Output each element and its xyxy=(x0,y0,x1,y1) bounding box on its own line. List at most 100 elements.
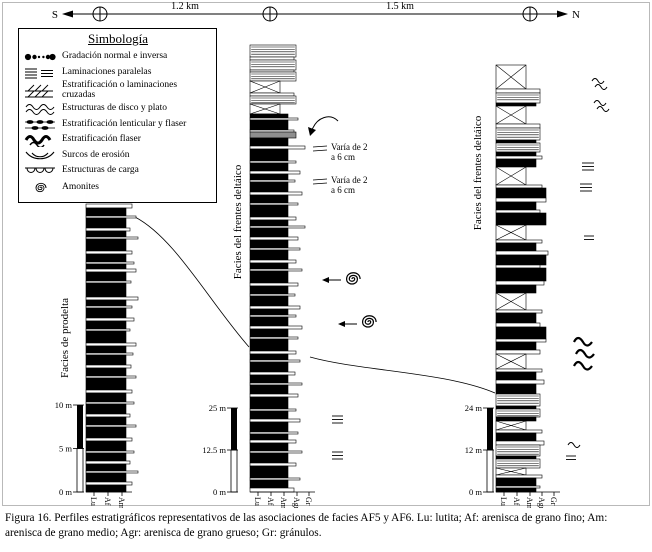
meter-ticks xyxy=(73,404,84,493)
bed xyxy=(85,227,131,232)
bed xyxy=(249,160,297,164)
dish-plate-structures-icon xyxy=(24,102,57,116)
flaser-bedding-icon xyxy=(24,133,57,148)
axis-label: Af xyxy=(512,497,521,506)
lithology-log xyxy=(85,203,139,493)
bed xyxy=(85,377,127,391)
bed xyxy=(85,342,137,347)
bed xyxy=(495,416,537,422)
facies-label: Facies de prodelta xyxy=(59,298,71,378)
legend-title: Simbología xyxy=(88,31,148,46)
bed xyxy=(85,230,127,238)
distance-label-1: 1.2 km xyxy=(171,1,199,12)
bed xyxy=(495,139,537,144)
bed xyxy=(85,238,127,252)
bed xyxy=(249,479,289,489)
meter-scale-upper xyxy=(77,405,83,449)
meter-scale-lower xyxy=(486,449,494,493)
bed xyxy=(85,463,127,472)
bed xyxy=(85,413,131,418)
bed xyxy=(249,308,289,316)
bed xyxy=(249,262,289,270)
dish-plate-symbol xyxy=(567,442,581,448)
bed xyxy=(85,299,127,307)
meter-ticks xyxy=(227,407,238,493)
bed xyxy=(249,462,297,467)
bed xyxy=(249,247,301,251)
distance-label-2: 1.5 km xyxy=(386,1,414,12)
lamination-symbol xyxy=(332,451,343,460)
scale-label: 10 m xyxy=(55,400,73,410)
ammonite-icon xyxy=(345,272,361,285)
bed xyxy=(495,151,537,157)
bed xyxy=(85,217,127,229)
lithology-log xyxy=(495,64,549,493)
bed xyxy=(495,487,537,493)
annotation-text: Varía de 2 xyxy=(331,142,367,152)
bed xyxy=(85,330,127,344)
left-arrowhead xyxy=(322,277,329,283)
north-arrowhead xyxy=(557,10,568,18)
bed xyxy=(249,202,299,206)
legend-item-label: Estratificación o laminaciones cruzadas xyxy=(62,80,178,100)
bed xyxy=(495,368,543,373)
figure-caption: Figura 16. Perfiles estratigráficos repr… xyxy=(5,512,608,539)
bed xyxy=(85,452,127,462)
bed xyxy=(249,194,289,204)
bed xyxy=(495,184,543,189)
bed xyxy=(495,197,547,203)
bed xyxy=(249,170,301,175)
grain-size-axis xyxy=(496,491,560,496)
bed xyxy=(85,389,133,394)
bed xyxy=(249,119,289,131)
bed xyxy=(85,263,127,270)
meter-scale-lower xyxy=(76,448,84,493)
axis-label: Agr xyxy=(537,497,546,508)
bed xyxy=(249,179,296,183)
legend-item-label: Estructuras de disco y plato xyxy=(62,103,168,114)
legend-item: Estratificación lenticular y flaser xyxy=(24,118,212,132)
bed xyxy=(85,460,131,465)
bed xyxy=(85,416,127,426)
legend-item: Surcos de erosión xyxy=(24,149,212,163)
bed xyxy=(249,396,289,410)
bed xyxy=(249,92,295,97)
bed xyxy=(249,219,289,227)
bed xyxy=(249,117,299,121)
cross-stratification-icon xyxy=(24,84,57,98)
annotation-leader-lines xyxy=(312,145,328,185)
bed xyxy=(495,242,537,252)
axis-label: Agr xyxy=(292,497,301,508)
bed xyxy=(249,137,289,147)
dish-plate-symbol xyxy=(591,78,608,90)
bed xyxy=(495,187,547,199)
bed xyxy=(249,69,295,73)
annotation-text: a 6 cm xyxy=(331,152,355,162)
bed xyxy=(249,371,296,376)
bed xyxy=(85,307,127,319)
bed xyxy=(85,203,133,209)
axis-label: Gr xyxy=(549,497,558,506)
legend-item-label: Amonites xyxy=(62,181,99,192)
bed xyxy=(249,113,289,119)
bed xyxy=(85,364,132,369)
bed xyxy=(85,440,127,452)
bed xyxy=(495,379,545,385)
bed xyxy=(249,282,299,287)
graded-bedding-icon xyxy=(24,50,57,64)
bed xyxy=(249,353,289,361)
legend-item: Laminaciones paralelas xyxy=(24,66,212,80)
bed xyxy=(249,131,297,139)
bed xyxy=(249,56,295,61)
bed xyxy=(495,155,543,160)
scale-label: 0 m xyxy=(59,487,72,497)
lenticular-flaser-icon xyxy=(24,118,57,132)
bed xyxy=(249,487,295,493)
dish-plate-symbol xyxy=(593,100,610,112)
bed xyxy=(495,309,543,314)
bed xyxy=(249,418,301,423)
bed xyxy=(249,325,303,330)
bed xyxy=(495,280,545,286)
legend-item-label: Laminaciones paralelas xyxy=(62,66,152,77)
meter-ticks xyxy=(483,407,494,493)
